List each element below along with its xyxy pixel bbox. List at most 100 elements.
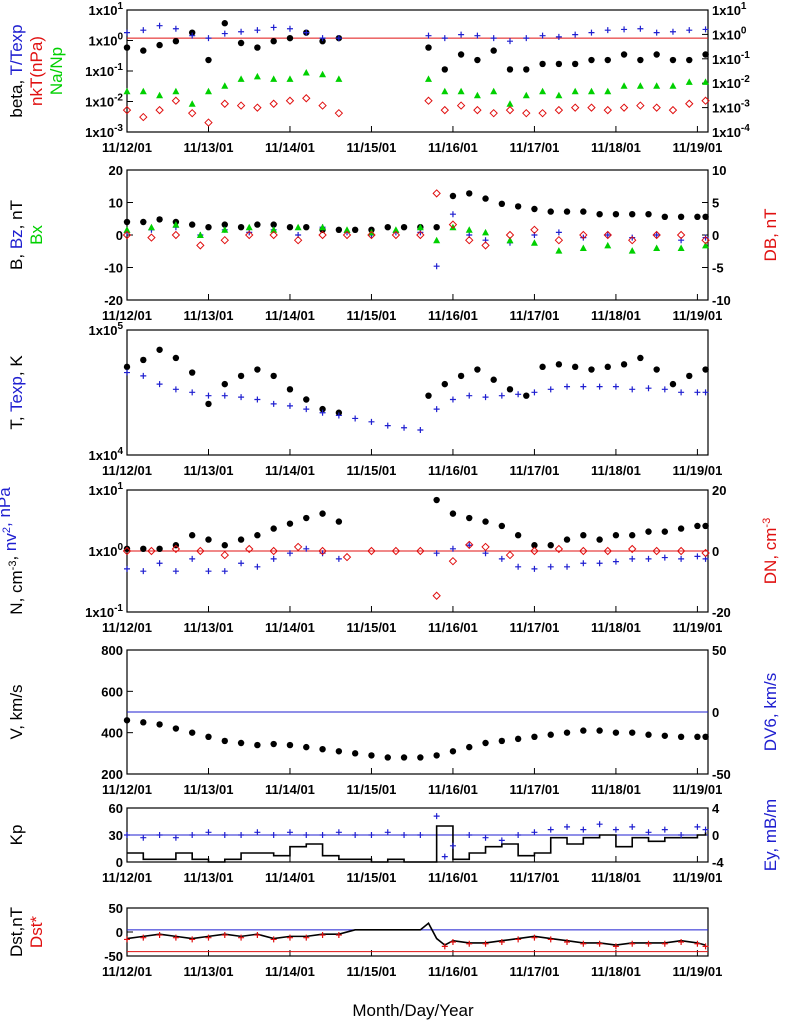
data-point — [254, 27, 261, 34]
data-point — [432, 591, 441, 600]
data-point — [580, 560, 587, 567]
left-tick-label: 1x10-3 — [85, 123, 123, 140]
data-point — [596, 940, 603, 947]
data-point — [669, 82, 677, 89]
data-point — [433, 496, 440, 504]
data-point — [661, 732, 669, 739]
x-tick-label: 11/12/01 — [102, 870, 152, 885]
data-point — [523, 392, 530, 399]
data-point — [604, 232, 611, 238]
data-point — [629, 211, 636, 218]
data-point — [196, 231, 204, 238]
data-point — [221, 20, 228, 27]
data-point — [123, 218, 131, 226]
x-tick-label: 11/15/01 — [347, 870, 397, 885]
data-point — [465, 540, 474, 550]
x-tick-label: 11/18/01 — [591, 140, 641, 155]
data-point — [636, 82, 644, 89]
data-point — [384, 829, 391, 836]
data-point — [531, 829, 538, 836]
data-point — [319, 932, 326, 939]
data-point — [457, 372, 465, 380]
data-point — [554, 235, 564, 245]
panel-p5: 200 400 600 800 -50 0 50 11/12/01 11/13/01 11/14/… — [7, 643, 780, 797]
plot-frame — [126, 907, 709, 957]
data-point — [122, 230, 132, 240]
x-tick-label: 11/12/01 — [102, 782, 152, 797]
data-point — [604, 241, 612, 249]
data-point — [677, 525, 685, 532]
data-point — [570, 103, 580, 112]
data-point — [652, 103, 661, 112]
data-point — [140, 545, 147, 553]
x-tick-label: 11/16/01 — [428, 140, 478, 155]
x-tick-label: 11/13/01 — [184, 463, 234, 478]
data-point — [685, 99, 694, 108]
data-point — [270, 936, 277, 943]
data-point — [204, 87, 212, 95]
data-point — [677, 244, 685, 251]
left-tick-label: 1x10-2 — [85, 93, 123, 110]
data-point — [555, 60, 563, 68]
x-tick-label: 11/14/01 — [265, 870, 315, 885]
data-point — [506, 66, 514, 73]
data-point — [221, 737, 228, 745]
right-tick-label: 50 — [712, 643, 726, 658]
data-point — [384, 754, 391, 761]
data-point — [530, 239, 538, 246]
data-point — [596, 383, 603, 390]
data-point — [612, 211, 620, 218]
data-point — [238, 28, 245, 35]
data-point — [514, 532, 522, 539]
data-point — [425, 392, 432, 399]
data-point — [124, 832, 130, 838]
data-point — [580, 826, 587, 833]
panel-p2: -20 -10 0 10 20 -10 -5 0 5 10 11/12/01 11/13/01 11/1… — [7, 163, 780, 323]
data-point — [254, 366, 261, 373]
data-point — [425, 32, 432, 39]
data-point — [123, 363, 131, 371]
right-tick-label: 5 — [712, 196, 719, 211]
series-1 — [124, 369, 709, 434]
data-point — [661, 940, 668, 947]
x-tick-label: 11/13/01 — [184, 782, 234, 797]
data-point — [669, 56, 677, 64]
data-point — [140, 218, 147, 226]
x-tick-label: 11/13/01 — [184, 620, 234, 635]
data-point — [319, 409, 326, 416]
data-point — [498, 737, 506, 745]
series-0 — [126, 922, 706, 947]
data-point — [319, 223, 327, 231]
data-point — [335, 412, 342, 419]
data-point — [685, 78, 693, 85]
data-point — [303, 743, 310, 751]
data-point — [205, 829, 212, 836]
data-point — [579, 546, 588, 556]
data-point — [612, 826, 619, 833]
data-point — [555, 247, 563, 254]
data-point — [645, 385, 652, 392]
x-tick-label: 11/15/01 — [347, 782, 397, 797]
data-point — [140, 719, 147, 726]
data-point — [188, 532, 196, 539]
right-tick-label: 4 — [712, 801, 720, 816]
data-point — [140, 27, 147, 34]
data-point — [401, 832, 408, 838]
data-point — [335, 518, 343, 525]
data-point — [702, 522, 709, 530]
data-point — [506, 38, 513, 45]
series-2 — [122, 540, 710, 600]
data-point — [302, 94, 311, 103]
data-point — [270, 226, 278, 233]
data-point — [449, 223, 457, 231]
right-tick-label: 1x10-1 — [712, 50, 750, 67]
data-point — [124, 369, 130, 376]
data-point — [124, 936, 130, 943]
data-point — [156, 41, 163, 49]
data-point — [612, 532, 620, 539]
data-point — [637, 25, 644, 32]
left-tick-label: 1x101 — [89, 481, 124, 498]
data-point — [122, 546, 132, 556]
data-point — [498, 200, 506, 207]
data-point — [612, 729, 620, 736]
